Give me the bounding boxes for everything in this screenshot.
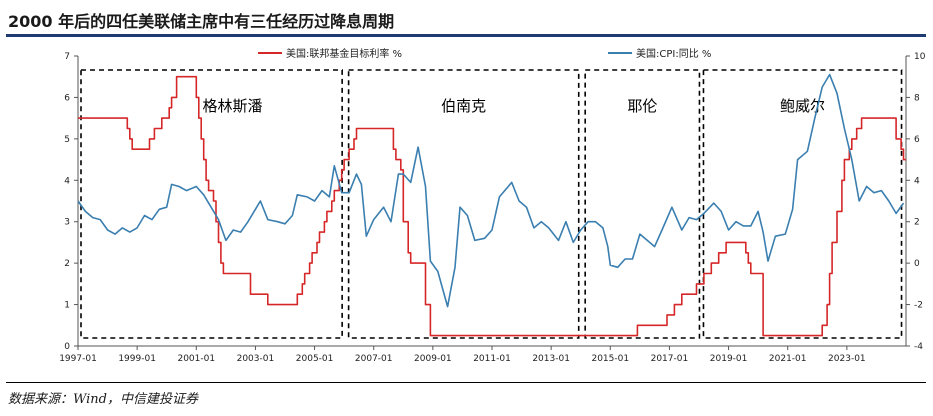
- y-right-tick-label: 8: [914, 93, 920, 103]
- x-tick-label: 2007-01: [355, 354, 393, 364]
- y-left-tick-label: 4: [64, 176, 70, 186]
- y-right-tick-label: -4: [914, 342, 923, 352]
- legend-label-cpi: 美国:CPI:同比 %: [636, 47, 711, 60]
- series-lines: [77, 73, 906, 337]
- y-left-tick-label: 6: [64, 93, 70, 103]
- x-tick-label: 2015-01: [591, 354, 629, 364]
- y-right-tick-label: 4: [914, 176, 920, 186]
- y-axis-left-ticks: 0 1 2 3 4 5 6 7: [64, 52, 78, 352]
- y-left-tick-label: 3: [64, 218, 70, 228]
- x-tick-label: 2001-01: [177, 354, 215, 364]
- y-left-tick-label: 7: [64, 52, 70, 62]
- series-line-1: [77, 73, 905, 308]
- y-right-tick-label: 6: [914, 135, 920, 145]
- y-right-tick-label: 10: [914, 52, 926, 62]
- x-tick-label: 2009-01: [414, 354, 452, 364]
- y-left-tick-label: 5: [64, 135, 70, 145]
- y-left-tick-label: 1: [64, 301, 70, 311]
- legend: 美国:联邦基金目标利率 % 美国:CPI:同比 %: [258, 47, 711, 60]
- y-right-tick-label: -2: [914, 301, 923, 311]
- x-axis-ticks: 1997-01 1999-01 2001-01 2003-01 2005-01 2007-…: [59, 346, 866, 364]
- legend-label-rate: 美国:联邦基金目标利率 %: [286, 47, 402, 60]
- chart: 格林斯潘 伯南克 耶伦 鲍威尔 1997-01 1999-01 2001-01 2003-0…: [59, 47, 926, 364]
- x-tick-label: 2019-01: [710, 354, 748, 364]
- y-left-tick-label: 0: [64, 342, 70, 352]
- era-label-3: 鲍威尔: [780, 97, 825, 115]
- era-box-1: [347, 69, 580, 339]
- x-tick-label: 1999-01: [118, 354, 156, 364]
- footer-rule: [6, 382, 926, 383]
- era-label-2: 耶伦: [627, 97, 657, 115]
- era-box-3: [702, 69, 903, 339]
- x-tick-label: 2003-01: [237, 354, 275, 364]
- x-tick-label: 2005-01: [296, 354, 334, 364]
- x-tick-label: 2011-01: [473, 354, 511, 364]
- x-tick-label: 2017-01: [651, 354, 689, 364]
- era-box-2: [584, 69, 701, 339]
- era-boxes: 格林斯潘 伯南克 耶伦 鲍威尔: [80, 69, 903, 339]
- y-left-tick-label: 2: [64, 259, 70, 269]
- era-box-0: [80, 69, 343, 339]
- x-tick-label: 2021-01: [769, 354, 807, 364]
- era-label-1: 伯南克: [441, 97, 486, 115]
- series-line-0: [78, 75, 906, 337]
- y-right-tick-label: 2: [914, 218, 920, 228]
- page-title: 2000 年后的四任美联储主席中有三任经历过降息周期: [8, 12, 395, 31]
- source-note: 数据来源：Wind，中信建投证券: [8, 392, 198, 407]
- y-axis-right-ticks: -4 -2 0 2 4 6 8 10: [906, 52, 926, 352]
- x-tick-label: 2013-01: [532, 354, 570, 364]
- era-label-0: 格林斯潘: [202, 97, 262, 115]
- title-rule: [6, 34, 926, 37]
- y-right-tick-label: 0: [914, 259, 920, 269]
- x-tick-label: 2023-01: [828, 354, 866, 364]
- x-tick-label: 1997-01: [59, 354, 97, 364]
